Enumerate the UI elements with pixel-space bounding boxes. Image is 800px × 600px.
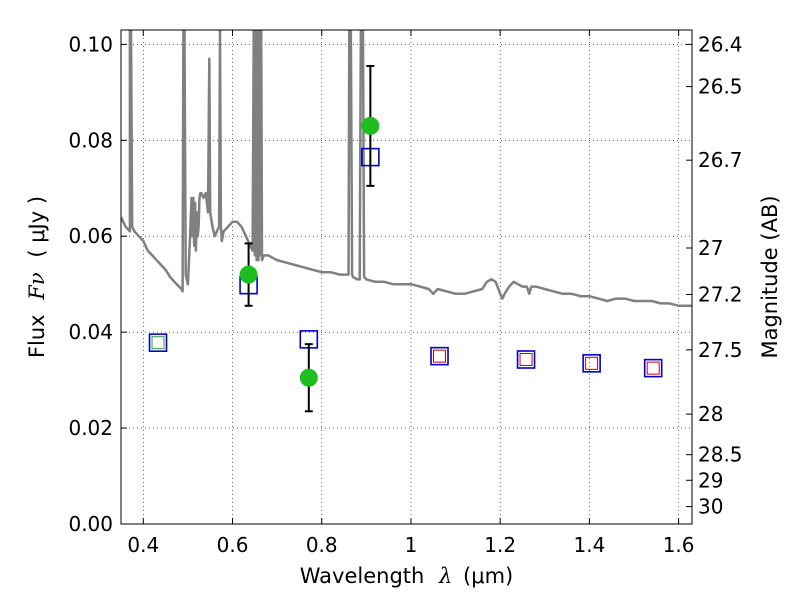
y-tick-label: 0.06 bbox=[68, 224, 113, 248]
mag-tick-label: 29 bbox=[698, 468, 723, 492]
inner-square bbox=[585, 356, 599, 370]
x-tick-label: 0.6 bbox=[217, 533, 249, 557]
mag-tick-label: 30 bbox=[698, 495, 723, 519]
mag-tick-label: 27 bbox=[698, 236, 723, 260]
mag-tick-label: 28 bbox=[698, 402, 723, 426]
y-axis-label: Flux Fν ( μJy ) bbox=[25, 196, 49, 358]
y2-axis-label: Magnitude (AB) bbox=[758, 195, 782, 358]
mag-tick-label: 27.2 bbox=[698, 282, 743, 306]
grid bbox=[121, 30, 692, 525]
y-tick-label: 0.10 bbox=[68, 32, 113, 56]
model-square bbox=[516, 350, 536, 369]
inner-square bbox=[433, 349, 447, 363]
x-tick-label: 1.4 bbox=[573, 533, 605, 557]
model-spectrum-line bbox=[121, 30, 692, 308]
x-tick-label: 0.8 bbox=[306, 533, 338, 557]
y-tick-label: 0.00 bbox=[68, 512, 113, 536]
y-tick-label: 0.02 bbox=[68, 416, 113, 440]
observed-point bbox=[239, 265, 258, 284]
x-axis-label: Wavelength λ (μm) bbox=[300, 564, 513, 588]
plot-area bbox=[121, 30, 692, 413]
inner-square bbox=[151, 336, 165, 350]
model-square bbox=[643, 358, 663, 378]
observed-point bbox=[299, 368, 318, 387]
mag-tick-label: 26.4 bbox=[698, 32, 743, 56]
model-square bbox=[582, 354, 601, 373]
x-tick-label: 1.6 bbox=[663, 533, 695, 557]
mag-tick-label: 26.5 bbox=[698, 75, 743, 99]
model-square bbox=[148, 333, 168, 353]
axis-ticks: 0.4 0.6 0.8 1 1.2 1.4 1.6 0.00 0.02 0.04 0.06 0.08 0… bbox=[68, 30, 743, 557]
model-square bbox=[430, 346, 449, 366]
mag-tick-label: 27.5 bbox=[698, 338, 743, 362]
x-tick-label: 1 bbox=[405, 533, 418, 557]
mag-tick-label: 26.7 bbox=[698, 148, 743, 172]
plot-frame bbox=[120, 29, 693, 525]
inner-square bbox=[646, 361, 660, 375]
observed-point bbox=[361, 116, 380, 135]
y-tick-label: 0.08 bbox=[68, 128, 113, 152]
x-tick-label: 0.4 bbox=[127, 533, 159, 557]
mag-tick-label: 28.5 bbox=[698, 443, 743, 467]
x-tick-label: 1.2 bbox=[484, 533, 516, 557]
inner-square bbox=[519, 352, 533, 366]
y-tick-label: 0.04 bbox=[68, 320, 113, 344]
